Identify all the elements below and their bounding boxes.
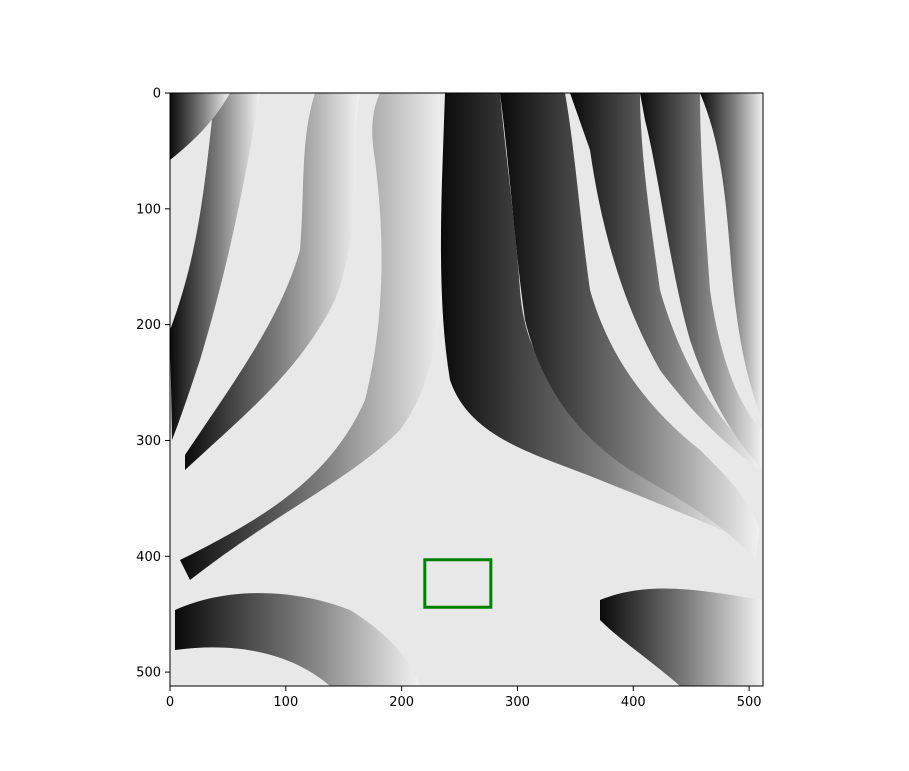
- fringe-band: [185, 93, 360, 470]
- heatmap-image: [170, 93, 763, 686]
- x-axis-ticks: 0 100 200 300 400 500: [166, 686, 762, 710]
- fringe-band: [170, 93, 230, 160]
- axes-frame: [169, 92, 764, 687]
- y-tick-label: 200: [136, 318, 161, 333]
- y-tick-label: 100: [136, 202, 161, 217]
- fringe-band: [500, 93, 760, 560]
- fringe-band: [700, 93, 763, 420]
- x-tick-label: 200: [389, 695, 414, 710]
- fringe-band: [170, 93, 260, 440]
- fringe-band: [440, 93, 745, 540]
- x-tick-label: 400: [621, 695, 646, 710]
- y-axis-ticks: 0 100 200 300 400 500: [136, 87, 170, 681]
- y-tick-label: 500: [136, 666, 161, 681]
- fringe-band: [640, 93, 763, 470]
- y-tick-label: 300: [136, 434, 161, 449]
- x-tick-label: 0: [166, 695, 174, 710]
- x-tick-label: 100: [273, 695, 298, 710]
- fringe-band: [600, 588, 763, 686]
- annotation-rectangle: [423, 558, 493, 609]
- y-tick-label: 0: [153, 87, 161, 102]
- x-tick-label: 300: [505, 695, 530, 710]
- x-tick-label: 500: [737, 695, 762, 710]
- fringe-band: [570, 93, 760, 470]
- fringe-band: [175, 593, 420, 686]
- fringe-bands: [170, 93, 763, 686]
- y-tick-label: 400: [136, 550, 161, 565]
- fringe-band: [180, 93, 445, 580]
